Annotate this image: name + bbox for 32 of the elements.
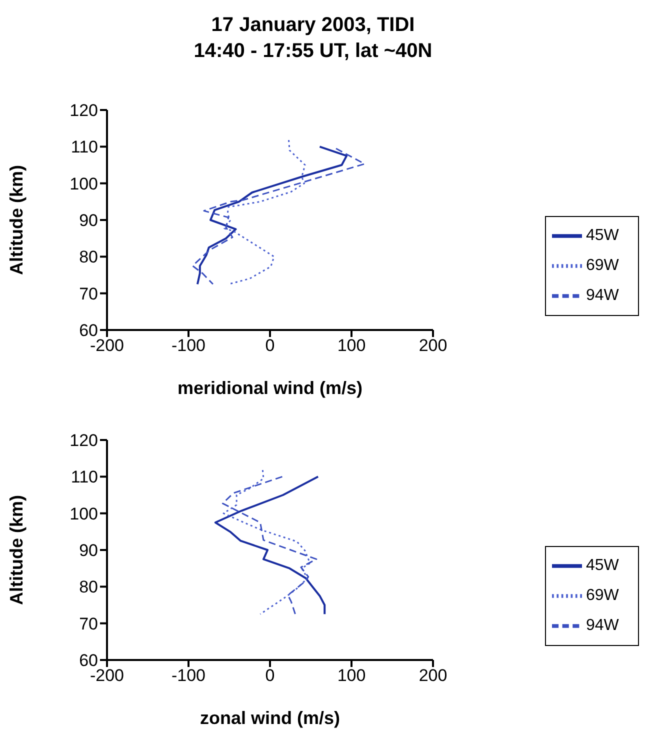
x-tick-label: -100 bbox=[171, 336, 206, 356]
x-tick-label: 200 bbox=[418, 336, 448, 356]
legend-label: 69W bbox=[586, 257, 619, 274]
legend-label: 94W bbox=[586, 617, 619, 634]
x-tick-label: -100 bbox=[171, 666, 206, 686]
y-axis-title: Altitude (km) bbox=[6, 165, 26, 275]
y-tick-label: 110 bbox=[70, 468, 98, 487]
y-tick-label: 80 bbox=[79, 248, 98, 267]
x-tick-label: 100 bbox=[337, 666, 366, 686]
x-tick-label: 0 bbox=[265, 336, 275, 356]
legend-label: 45W bbox=[586, 557, 619, 574]
y-tick-label: 80 bbox=[79, 578, 98, 597]
y-tick-label: 110 bbox=[70, 138, 98, 157]
y-tick-label: 70 bbox=[79, 614, 98, 634]
x-tick-label: 100 bbox=[337, 336, 366, 356]
legend-label: 45W bbox=[586, 227, 619, 244]
legend-label: 94W bbox=[586, 287, 619, 304]
line-series bbox=[224, 139, 306, 285]
x-tick-label: 200 bbox=[418, 666, 448, 686]
y-tick-label: 120 bbox=[70, 431, 98, 450]
chart-title: 17 January 2003, TIDI 14:40 - 17:55 UT, lat ~40N bbox=[192, 13, 434, 64]
y-tick-label: 120 bbox=[70, 101, 98, 120]
x-tick-label: 0 bbox=[265, 666, 275, 686]
y-tick-label: 100 bbox=[70, 174, 98, 194]
x-axis-title: meridional wind (m/s) bbox=[177, 378, 363, 398]
y-tick-label: 90 bbox=[79, 211, 98, 230]
y-tick-label: 70 bbox=[79, 284, 98, 304]
y-axis-title: Altitude (km) bbox=[6, 495, 26, 605]
y-tick-label: 100 bbox=[70, 504, 98, 524]
y-tick-label: 90 bbox=[79, 541, 98, 560]
x-axis-title: zonal wind (m/s) bbox=[200, 708, 340, 728]
legend-label: 69W bbox=[586, 587, 619, 604]
